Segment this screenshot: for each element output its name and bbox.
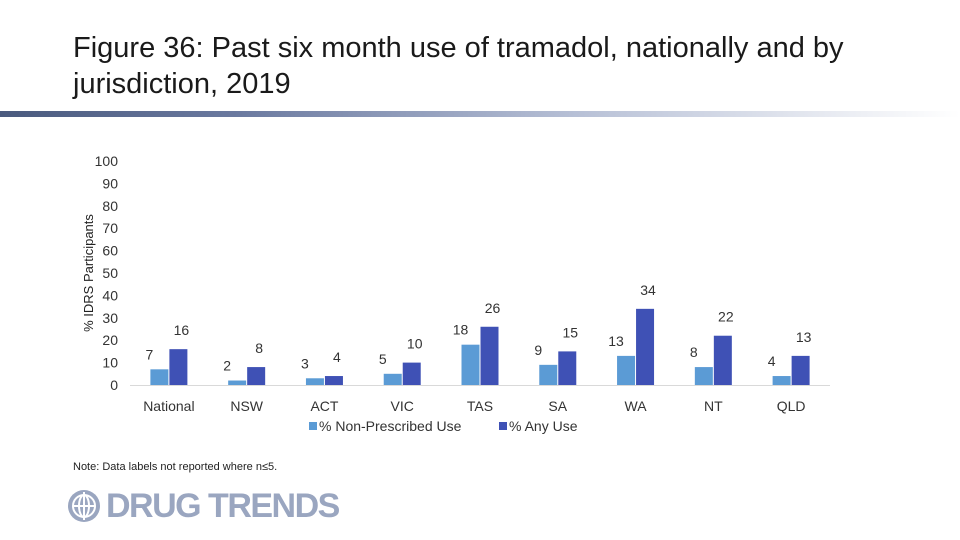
data-label: 4 bbox=[768, 353, 776, 369]
data-label: 2 bbox=[223, 358, 231, 374]
data-label: 13 bbox=[796, 329, 812, 345]
bar-nt-any-use bbox=[713, 335, 732, 385]
category-label: ACT bbox=[310, 398, 338, 414]
legend-label: % Non-Prescribed Use bbox=[319, 418, 462, 434]
category-label: NT bbox=[704, 398, 723, 414]
data-label: 5 bbox=[379, 351, 387, 367]
legend-swatch bbox=[499, 422, 507, 430]
y-tick-label: 70 bbox=[102, 220, 118, 236]
data-label: 22 bbox=[718, 309, 734, 325]
title-divider bbox=[0, 111, 960, 117]
data-label: 16 bbox=[174, 322, 190, 338]
y-tick-label: 90 bbox=[102, 175, 118, 191]
category-label: VIC bbox=[391, 398, 414, 414]
y-tick-label: 100 bbox=[95, 153, 119, 169]
bar-tas-any-use bbox=[480, 326, 499, 385]
legend-label: % Any Use bbox=[509, 418, 578, 434]
category-label: NSW bbox=[230, 398, 263, 414]
bar-qld-any-use bbox=[791, 355, 810, 385]
y-axis-label: % IDRS Participants bbox=[81, 214, 96, 332]
y-tick-label: 10 bbox=[102, 355, 118, 371]
globe-icon bbox=[68, 490, 100, 522]
y-tick-label: 0 bbox=[110, 377, 118, 393]
bar-vic-non-prescribed bbox=[383, 373, 402, 385]
data-label: 7 bbox=[145, 346, 153, 362]
bar-wa-any-use bbox=[636, 308, 655, 385]
y-tick-label: 20 bbox=[102, 332, 118, 348]
bar-national-non-prescribed bbox=[150, 369, 169, 385]
footnote: Note: Data labels not reported where n≤5… bbox=[73, 461, 278, 473]
bar-act-non-prescribed bbox=[305, 378, 324, 385]
drug-trends-logo: DRUG TRENDS bbox=[66, 487, 340, 525]
data-label: 34 bbox=[640, 282, 656, 298]
slide-title: Figure 36: Past six month use of tramado… bbox=[73, 32, 844, 100]
bar-act-any-use bbox=[324, 376, 343, 385]
data-label: 8 bbox=[255, 340, 263, 356]
category-label: WA bbox=[625, 398, 648, 414]
bar-tas-non-prescribed bbox=[461, 344, 480, 385]
data-label: 26 bbox=[485, 300, 501, 316]
data-label: 4 bbox=[333, 349, 341, 365]
data-label: 10 bbox=[407, 336, 423, 352]
logo-wordmark: DRUG TRENDS bbox=[106, 487, 340, 525]
bar-wa-non-prescribed bbox=[617, 355, 636, 385]
data-label: 8 bbox=[690, 344, 698, 360]
data-label: 3 bbox=[301, 355, 309, 371]
legend-swatch bbox=[309, 422, 317, 430]
data-label: 9 bbox=[534, 342, 542, 358]
bar-qld-non-prescribed bbox=[772, 376, 791, 385]
bar-chart: % IDRS Participants 0 10 20 30 40 50 60 70 80 90 1… bbox=[81, 153, 830, 434]
category-label: QLD bbox=[777, 398, 806, 414]
y-tick-label: 40 bbox=[102, 287, 118, 303]
y-tick-label: 30 bbox=[102, 310, 118, 326]
data-label: 13 bbox=[608, 333, 624, 349]
bar-nt-non-prescribed bbox=[694, 367, 713, 385]
bar-vic-any-use bbox=[402, 362, 421, 385]
bar-national-any-use bbox=[169, 349, 188, 385]
category-label: National bbox=[143, 398, 194, 414]
bar-sa-non-prescribed bbox=[539, 364, 558, 385]
y-tick-label: 80 bbox=[102, 198, 118, 214]
bar-nsw-any-use bbox=[247, 367, 266, 385]
bar-nsw-non-prescribed bbox=[228, 380, 247, 385]
category-label: SA bbox=[548, 398, 567, 414]
bar-sa-any-use bbox=[558, 351, 577, 385]
category-label: TAS bbox=[467, 398, 493, 414]
data-label: 18 bbox=[453, 322, 469, 338]
y-tick-label: 60 bbox=[102, 243, 118, 259]
y-tick-label: 50 bbox=[102, 265, 118, 281]
data-label: 15 bbox=[562, 324, 578, 340]
